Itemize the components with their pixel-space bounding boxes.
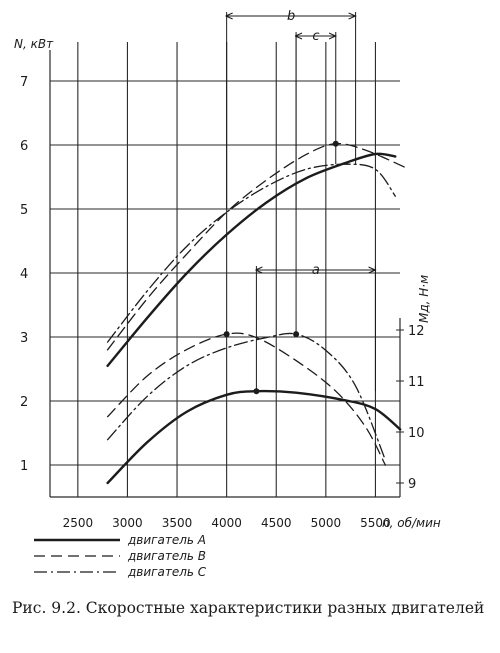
series-line-torque-а bbox=[106, 389, 402, 485]
peak-marker bbox=[293, 331, 300, 338]
y-left-tick-label: 1 bbox=[20, 459, 28, 474]
legend: двигатель А двигатель В двигатель С bbox=[34, 533, 207, 579]
y-left-tick-label: 7 bbox=[20, 75, 28, 90]
y-left-tick-label: 4 bbox=[20, 267, 28, 282]
y-right-tick-label: 11 bbox=[408, 375, 425, 390]
x-tick-label: 2500 bbox=[63, 516, 94, 530]
legend-label-b: двигатель В bbox=[127, 549, 206, 563]
peak-marker bbox=[253, 388, 260, 395]
figure-caption: Рис. 9.2. Скоростные характеристики разн… bbox=[12, 599, 485, 617]
x-tick-label: 4500 bbox=[261, 516, 292, 530]
y-left-tick-label: 2 bbox=[20, 395, 28, 410]
series-line-power-а bbox=[106, 152, 397, 367]
peak-marker bbox=[332, 140, 339, 147]
y-right-tick-label: 10 bbox=[408, 426, 425, 441]
legend-label-c: двигатель С bbox=[127, 565, 207, 579]
range-a-label: a bbox=[312, 263, 320, 278]
x-axis-label: n, об/мин bbox=[382, 516, 441, 530]
y-left-tick-label: 3 bbox=[20, 331, 28, 346]
series-line-torque-с bbox=[106, 332, 387, 461]
range-c-label: c bbox=[312, 29, 319, 44]
x-tick-label: 4000 bbox=[211, 516, 242, 530]
peak-markers bbox=[223, 140, 339, 395]
y-left-tick-label: 6 bbox=[20, 139, 28, 154]
series-line-power-в bbox=[106, 142, 406, 351]
peak-marker bbox=[223, 331, 230, 338]
x-tick-label: 3500 bbox=[162, 516, 193, 530]
y-left-axis-label: N, кВт bbox=[14, 37, 54, 51]
y-right-tick-label: 9 bbox=[408, 477, 416, 492]
x-tick-label: 5500 bbox=[360, 516, 391, 530]
y-right-tick-label: 12 bbox=[408, 324, 425, 339]
series-lines bbox=[106, 142, 406, 485]
series-line-power-с bbox=[106, 163, 396, 343]
series-line-torque-в bbox=[106, 332, 387, 466]
range-b-label: b bbox=[287, 9, 295, 24]
legend-label-a: двигатель А bbox=[127, 533, 206, 547]
range-dimensions: b c a bbox=[227, 9, 376, 392]
y-right-axis-label: Mд, Н·м bbox=[417, 275, 431, 323]
x-tick-label: 3000 bbox=[112, 516, 143, 530]
x-tick-label: 5000 bbox=[311, 516, 342, 530]
y-left-tick-label: 5 bbox=[20, 203, 28, 218]
